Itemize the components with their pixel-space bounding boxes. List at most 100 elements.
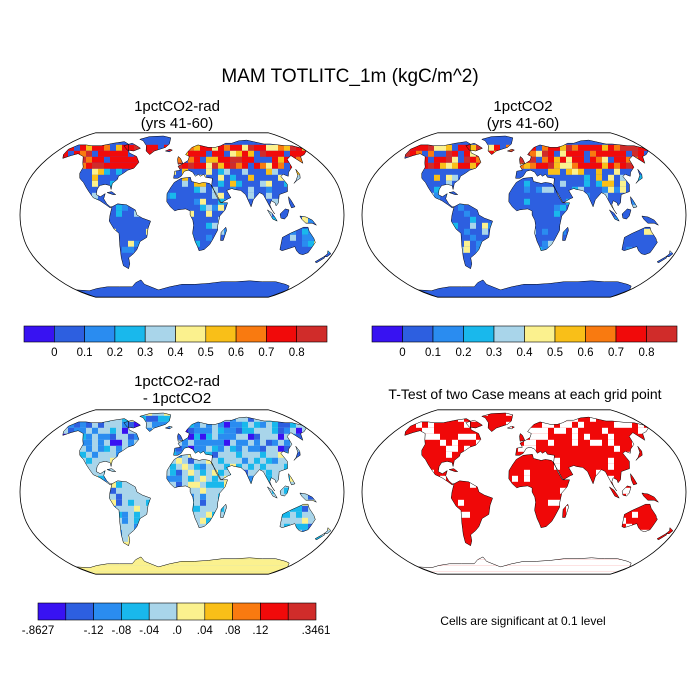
coastline-sumatra (609, 486, 620, 499)
panel-ttest-title: T-Test of two Case means at each grid po… (388, 386, 661, 402)
colorbar-swatch (23, 325, 55, 343)
coastline-na (404, 141, 482, 209)
coastline-sumatra (267, 486, 278, 499)
coastline-baffin (123, 419, 142, 429)
colorbar-swatch (144, 325, 176, 343)
figure-title: MAM TOTLITC_1m (kgC/m^2) (221, 66, 478, 87)
colorbar-tick-label: 0.5 (198, 347, 214, 359)
coastline-ng (641, 215, 659, 226)
colorbar-swatch (121, 602, 150, 621)
colorbar-tick-label: 0.3 (486, 347, 502, 359)
coastline-jp (293, 169, 301, 184)
colorbar-swatch (114, 325, 146, 343)
colorbar-swatch (524, 325, 556, 343)
coastline-mad (220, 226, 227, 241)
coastline-uk (177, 156, 184, 165)
coastline-jp (635, 446, 643, 461)
ttest-significance-note: Cells are significant at 0.1 level (440, 614, 605, 628)
coastline-au (621, 503, 658, 532)
coastline-eura (515, 416, 649, 492)
colorbar-tick-label: 0 (51, 347, 57, 359)
coastline-sumatra (609, 209, 620, 222)
coastline-af (508, 177, 570, 251)
coastline-uk (519, 156, 526, 165)
coastline-eura (173, 139, 307, 215)
coastline-ng (299, 215, 317, 226)
colorbar-swatch (232, 602, 261, 621)
coastline-gl (481, 412, 514, 432)
coastline-an (418, 279, 632, 298)
map-border (19, 409, 345, 575)
coastline-nz2 (314, 533, 326, 541)
coastline-cuba (106, 191, 117, 195)
colorbar-tick-label: 0.8 (289, 347, 305, 359)
coastline-baffin (465, 142, 484, 152)
colorbar-swatch (176, 602, 206, 621)
coastline-sa (450, 480, 493, 547)
colorbar-tick-label: -.12 (84, 625, 104, 637)
coastline-cuba (448, 468, 459, 472)
coastline-sa (108, 203, 151, 270)
colorbar-tick-label: 0 (399, 347, 405, 359)
map-border (361, 409, 687, 575)
colorbar-swatch (204, 602, 233, 621)
colorbar-swatch (371, 325, 403, 343)
coastline-mad (220, 503, 227, 518)
coastline-eura (173, 416, 307, 492)
map-border (361, 132, 687, 298)
colorbar-tick-label: -.08 (111, 625, 131, 637)
coastline-phil (630, 195, 638, 209)
coastline-jp (293, 446, 301, 461)
map-panel-diff (19, 409, 345, 575)
colorbar-co2: 0 0.1 0.2 0.3 0.4 0.5 0.6 0.7 0.8 (371, 325, 678, 359)
colorbar-tick-label: 0.3 (137, 347, 153, 359)
coastline-nz2 (314, 256, 326, 264)
colorbar-swatch (37, 602, 67, 621)
colorbar-tick-label: .08 (225, 625, 241, 637)
colorbar-tick-label: 0.4 (168, 347, 185, 359)
coastline-ng (641, 492, 659, 503)
map-border (19, 132, 345, 298)
colorbar-tick-label: .12 (252, 625, 268, 637)
colorbar-swatch (493, 325, 525, 343)
colorbar-swatch (175, 325, 207, 343)
coastline-baffin (123, 142, 142, 152)
coastline-an (76, 279, 290, 298)
colorbar-tick-label: 0.5 (547, 347, 563, 359)
colorbar-swatch (65, 602, 94, 621)
colorbar-tick-label: -.04 (139, 625, 159, 637)
colorbar-swatch (402, 325, 434, 343)
coastline-au (621, 226, 658, 255)
coastline-na (62, 418, 140, 486)
colorbar-max-label: .3461 (302, 625, 331, 637)
panel-rad-title-line1: 1pctCO2-rad (134, 98, 220, 115)
coastline-mad (562, 226, 569, 241)
coastline-borneo (279, 485, 290, 497)
colorbar-tick-label: .04 (197, 625, 214, 637)
colorbar-swatch (260, 602, 289, 621)
coastline-gl (139, 135, 172, 155)
coastline-na (62, 141, 140, 209)
coastline-sa (450, 203, 493, 270)
panel-co2-title-line2: (yrs 41-60) (487, 115, 560, 132)
coastline-cuba (448, 191, 459, 195)
coastline-af (166, 454, 228, 528)
coastline-gl (139, 412, 172, 432)
colorbar-tick-label: 0.2 (107, 347, 123, 359)
coastline-au (279, 226, 316, 255)
colorbar-swatch (235, 325, 267, 343)
coastline-af (508, 454, 570, 528)
colorbar-tick-label: 0.4 (517, 347, 534, 359)
colorbar-swatch (287, 602, 317, 621)
colorbar-tick-label: 0.6 (228, 347, 244, 359)
coastline-an (418, 556, 632, 575)
colorbar-swatch (554, 325, 586, 343)
coastline-uk (177, 433, 184, 442)
colorbar-tick-label: 0.7 (608, 347, 624, 359)
coastline-phil (288, 472, 296, 486)
coastline-nz (323, 250, 332, 257)
colorbar-tick-label: 0.1 (425, 347, 441, 359)
coastline-nz2 (656, 256, 668, 264)
colorbar-tick-label: 0.6 (578, 347, 594, 359)
colorbar-swatch (53, 325, 85, 343)
